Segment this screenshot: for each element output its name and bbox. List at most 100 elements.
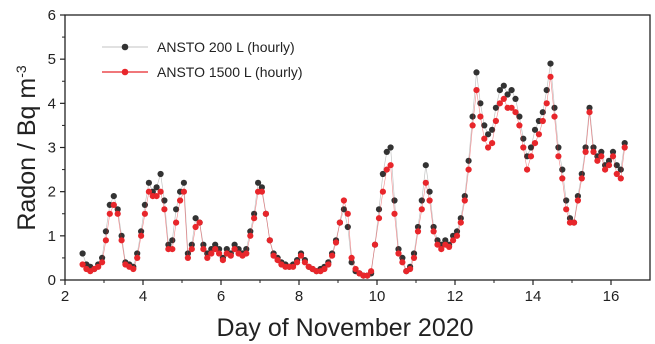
data-point [527, 153, 535, 160]
data-point [430, 228, 437, 235]
data-point [446, 243, 453, 250]
data-point [512, 109, 519, 116]
data-point [407, 265, 414, 273]
data-point [418, 206, 425, 213]
data-point [383, 148, 390, 155]
series-line [82, 76, 625, 276]
data-point [200, 246, 207, 253]
data-point [410, 254, 418, 261]
y-tick-label: 2 [48, 184, 56, 201]
data-point [368, 268, 375, 275]
data-point [251, 210, 258, 217]
data-point [586, 109, 593, 116]
data-point [617, 175, 624, 182]
data-point [621, 144, 628, 151]
data-point [461, 197, 468, 204]
data-point [344, 223, 351, 231]
data-point [574, 193, 582, 200]
data-point [130, 265, 137, 273]
data-point [227, 252, 234, 259]
data-point [559, 175, 566, 182]
data-point [145, 188, 152, 195]
legend-marker-200l [121, 43, 129, 51]
series-layer [79, 60, 628, 279]
data-point [79, 250, 86, 257]
data-point [582, 144, 589, 151]
data-point [492, 117, 499, 125]
x-tick-label: 16 [603, 288, 620, 305]
data-point [169, 246, 176, 253]
data-point [504, 91, 511, 98]
data-point [348, 254, 355, 261]
data-point [598, 153, 605, 160]
y-axis-title-exponent: -3 [13, 65, 29, 78]
x-axis-title: Day of November 2020 [216, 314, 473, 342]
data-point [180, 188, 187, 195]
y-tick-label: 4 [48, 95, 56, 112]
data-point [192, 223, 199, 231]
data-point [516, 122, 523, 129]
data-point [332, 239, 340, 246]
data-point [325, 261, 332, 268]
data-point [102, 237, 109, 244]
data-point [594, 157, 601, 164]
series-1 [79, 73, 628, 279]
data-point [274, 257, 281, 264]
data-point [161, 206, 168, 213]
data-point [520, 144, 527, 151]
data-point [516, 113, 523, 120]
data-point [602, 166, 609, 173]
data-point [134, 254, 141, 261]
data-point [609, 148, 617, 155]
data-point [438, 246, 445, 253]
data-point [489, 140, 496, 147]
data-point [512, 95, 519, 102]
data-point [574, 197, 582, 204]
legend-label-200l: ANSTO 200 L (hourly) [157, 39, 295, 55]
data-point [212, 241, 219, 248]
data-point [204, 254, 211, 261]
data-point [578, 175, 585, 182]
data-point [555, 153, 562, 160]
data-point [243, 250, 250, 257]
data-point [231, 246, 238, 253]
data-point [336, 219, 343, 226]
data-point [570, 219, 578, 226]
data-point [102, 228, 109, 235]
data-point [551, 113, 558, 120]
data-point [434, 241, 441, 248]
data-point [247, 232, 254, 239]
data-point [547, 73, 554, 80]
data-point [414, 223, 422, 231]
x-tick-label: 4 [139, 288, 147, 305]
data-point [270, 252, 277, 259]
plot-area-frame [64, 14, 651, 281]
data-point [395, 246, 402, 253]
data-point [387, 162, 394, 169]
data-point [219, 257, 226, 264]
data-point [223, 246, 230, 253]
data-point [177, 197, 184, 204]
legend: ANSTO 200 L (hourly) ANSTO 1500 L (hourl… [102, 39, 303, 80]
data-point [99, 254, 106, 261]
data-point [527, 144, 535, 151]
data-point [379, 188, 386, 195]
data-point [255, 179, 262, 186]
data-point [134, 250, 141, 257]
data-point [531, 140, 539, 147]
data-point [383, 166, 390, 173]
data-point [422, 162, 429, 169]
y-axis-title: Radon / Bq m-3 [13, 65, 41, 231]
data-point [426, 197, 433, 204]
data-point [375, 206, 383, 213]
data-point [473, 69, 480, 76]
data-point [586, 104, 593, 111]
data-point [379, 170, 386, 178]
data-point [157, 188, 164, 195]
data-point [605, 162, 613, 169]
data-point [329, 252, 336, 259]
data-point [395, 250, 402, 257]
data-point [578, 170, 585, 178]
y-tick-label: 3 [48, 140, 56, 157]
data-point [609, 153, 617, 160]
